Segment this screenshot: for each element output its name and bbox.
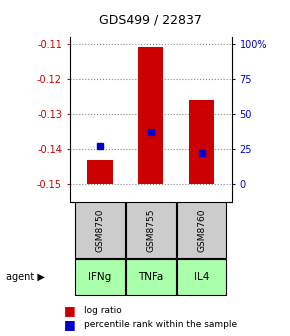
Text: GSM8755: GSM8755 (146, 208, 155, 252)
Bar (87, 160, 113, 184)
Bar (75, 259, 125, 295)
Text: IL4: IL4 (194, 272, 209, 282)
Text: TNFa: TNFa (138, 272, 164, 282)
Text: GSM8760: GSM8760 (197, 208, 206, 252)
Text: log ratio: log ratio (84, 306, 122, 315)
Bar (126, 259, 176, 295)
Bar (177, 259, 226, 295)
Text: IFNg: IFNg (88, 272, 112, 282)
Bar (126, 202, 176, 258)
Text: GDS499 / 22837: GDS499 / 22837 (99, 14, 202, 27)
Text: ■: ■ (64, 304, 76, 317)
Bar (75, 202, 125, 258)
Bar (138, 47, 164, 184)
Bar (189, 100, 214, 184)
Text: agent ▶: agent ▶ (6, 272, 45, 282)
Bar (177, 202, 226, 258)
Text: ■: ■ (64, 318, 76, 331)
Text: GSM8750: GSM8750 (95, 208, 105, 252)
Text: percentile rank within the sample: percentile rank within the sample (84, 320, 237, 329)
